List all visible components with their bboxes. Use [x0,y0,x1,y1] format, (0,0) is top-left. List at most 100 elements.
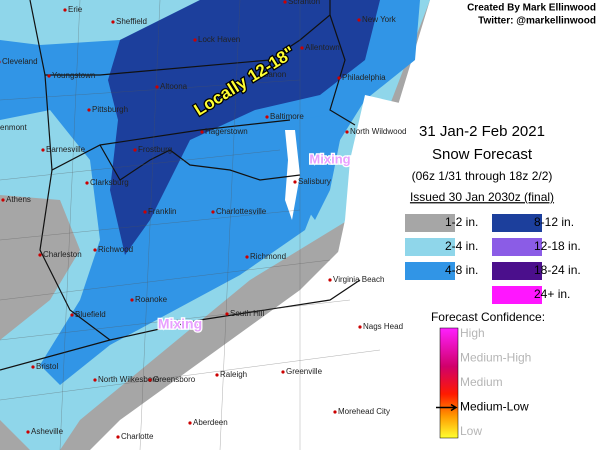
city-dot [358,325,362,329]
state-borders [0,0,361,371]
confidence-level: Medium [460,375,503,389]
city-label: Sheffield [116,17,147,26]
city-label: North Wildwood [350,127,406,136]
city-label: enmont [0,123,27,132]
city-label: Morehead City [338,407,390,416]
city-dot [87,108,91,112]
city-dot [300,46,304,50]
city-label: Hagerstown [205,127,248,136]
city-label: Asheville [31,427,64,436]
border [0,279,361,371]
city-dot [250,73,254,77]
credit-twitter: Twitter: @markellinwood [478,16,596,27]
city-dot [281,370,285,374]
delmarva [295,115,340,220]
city-label: Greenville [286,367,323,376]
credit-author: Created By Mark Ellinwood [467,3,596,14]
legend-label: 1-2 in. [445,215,478,229]
city-dot [345,130,349,134]
legend-label: 4-8 in. [445,263,478,277]
city-dot [111,20,115,24]
city-label: Clarksburg [90,178,129,187]
city-label: Philadelphia [342,73,386,82]
city-label: Bristol [36,362,58,371]
zone-4-8 [0,0,420,385]
legend-swatch [492,262,542,280]
city-label: Charlottesville [216,207,267,216]
border [39,169,111,341]
city-label: Frostburg [138,145,172,154]
title-line1: 31 Jan-2 Feb 2021 [419,123,545,140]
city-dot [143,210,147,214]
legend: 1-2 in. 2-4 in. 4-8 in. 8-12 in. 12-18 in. 18… [405,214,581,304]
city-label: Roanoke [135,295,168,304]
city-label: Erie [68,5,83,14]
city-dot [333,410,337,414]
border [329,14,356,126]
city-dot [215,373,219,377]
county-grid [0,0,381,450]
city-dot [26,430,30,434]
legend-swatch [492,286,542,304]
city-dot [193,38,197,42]
city-label: Virginia Beach [333,275,384,284]
legend-label: 2-4 in. [445,239,478,253]
city-dot [283,0,287,4]
city-dot [31,365,35,369]
city-label: Athens [6,195,31,204]
city-label: Altoona [160,82,188,91]
confidence-bar [439,327,459,439]
city-label: Scranton [288,0,320,6]
legend-swatch [492,238,542,256]
city-label: Richwood [98,245,133,254]
border [99,144,301,181]
city-label: North Wilkesboro [98,375,160,384]
city-label: Allentown [305,43,340,52]
legend-label: 18-24 in. [534,263,581,277]
city-dot [38,253,42,257]
city-label: Greensboro [153,375,196,384]
city-dot [188,421,192,425]
confidence-level: Low [460,424,482,438]
confidence-arrow [436,403,458,412]
city-dot [93,248,97,252]
city-labels: Erie Sheffield Scranton New York Cleveland Yo… [0,0,406,441]
title-period: (06z 1/31 through 18z 2/2) [412,169,553,183]
city-dot [245,255,249,259]
city-dot [337,76,341,80]
city-dot [70,313,74,317]
legend-swatch [405,238,455,256]
city-dot [47,74,51,78]
city-dot [0,60,1,64]
city-dot [133,148,137,152]
city-dot [116,435,120,439]
legend-swatch [405,262,455,280]
ocean [330,95,600,450]
city-label: Aberdeen [193,418,228,427]
city-label: Charleston [43,250,82,259]
legend-label: 8-12 in. [534,215,574,229]
city-dot [155,85,159,89]
annotation-mixing: Mixing [309,151,350,166]
city-dot [357,18,361,22]
city-dot [41,148,45,152]
city-label: Nags Head [363,322,403,331]
city-dot [328,278,332,282]
zone-8-12 [108,0,380,255]
legend-label: 24+ in. [534,287,570,301]
city-label: Baltimore [270,112,304,121]
city-label: Raleigh [220,370,247,379]
city-dot [148,378,152,382]
city-dot [85,181,89,185]
city-label: Cleveland [2,57,38,66]
city-label: Salisbury [298,177,331,186]
city-label: Pittsburgh [92,105,128,114]
city-dot [63,8,67,12]
chesapeake-bay [285,130,300,220]
city-label: Bluefield [75,310,106,319]
city-dot [211,210,215,214]
city-dot [93,378,97,382]
city-dot [265,115,269,119]
title-line2: Snow Forecast [432,146,533,163]
